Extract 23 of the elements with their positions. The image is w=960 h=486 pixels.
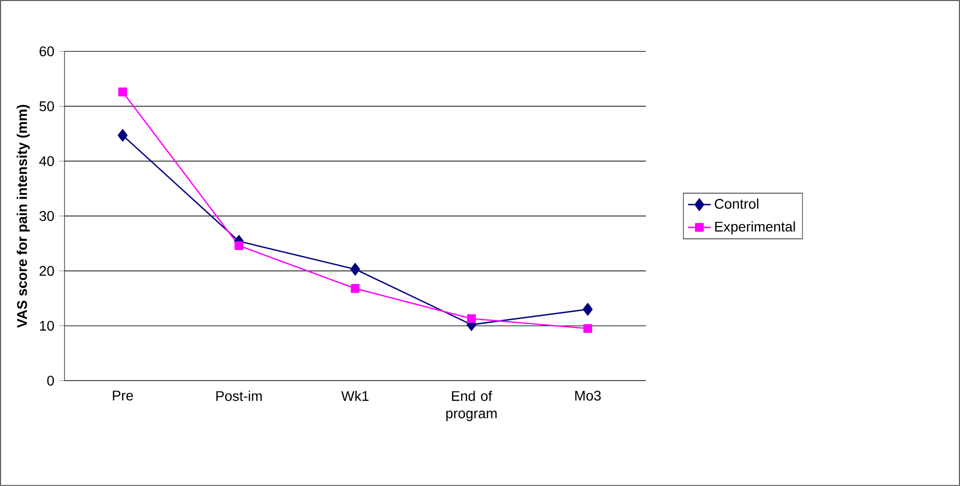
x-tick-label: Pre [112,390,133,400]
y-tick-label: 30 [39,211,54,221]
y-tick-label: 0 [47,376,54,386]
y-tick-label: 20 [40,266,54,276]
y-tick-label: 10 [40,320,54,331]
x-tick-label: Wk1 [341,390,369,401]
point [234,241,244,250]
point [583,324,592,333]
legend-label: Control [714,198,758,209]
x-tick-label: End of program [446,390,497,422]
legend-label: Experimental [715,221,795,234]
point [350,262,360,276]
x-tick-label: Post-im [216,390,262,401]
y-tick-label: 40 [39,156,54,166]
y-tick-label: 60 [40,46,54,56]
x-tick-label: Mo3 [575,390,601,401]
point [582,303,593,316]
y-axis-title: VAS score for pain intensity (mm) [16,104,30,328]
y-tick-label: 50 [39,101,54,112]
point [118,129,128,142]
point [118,88,128,96]
point [467,314,476,324]
point [350,284,360,293]
